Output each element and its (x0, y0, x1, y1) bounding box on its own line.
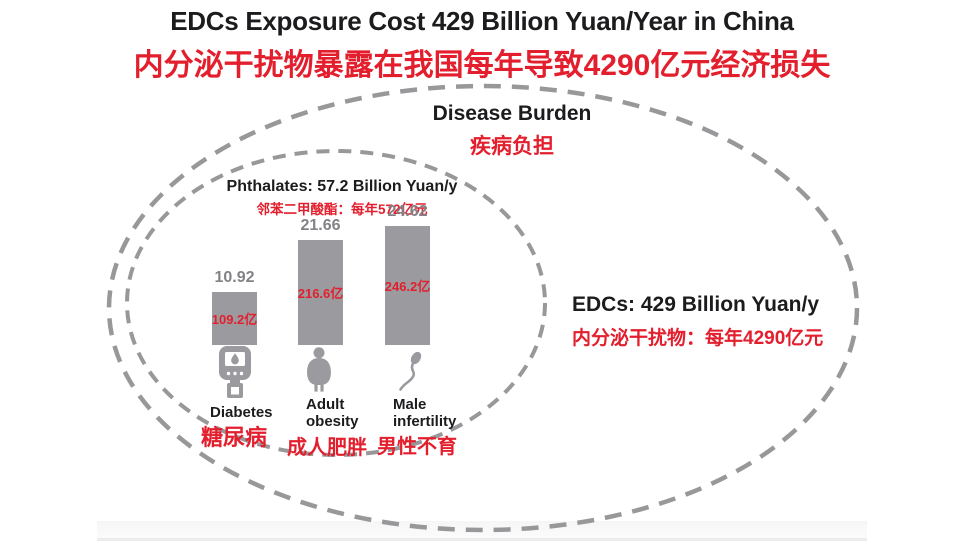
category-label-diabetes: Diabetes (210, 404, 273, 421)
edcs-outer-ellipse (106, 83, 860, 533)
bar-group-male-infertility: 24.62 246.2亿 (385, 203, 430, 345)
category-label-adult-obesity: Adult obesity (306, 396, 359, 430)
bar-inner-label: 216.6亿 (297, 286, 344, 301)
glucometer-icon (211, 346, 259, 398)
category-line: infertility (393, 413, 457, 430)
slide-title-en: EDCs Exposure Cost 429 Billion Yuan/Year… (170, 6, 794, 36)
sperm-icon (389, 350, 427, 392)
slide-title-zh: 内分泌干扰物暴露在我国每年导致4290亿元经济损失 (133, 49, 831, 82)
bar-group-adult-obesity: 21.66 216.6亿 (298, 217, 343, 345)
phthalates-heading: Phthalates: 57.2 Billion Yuan/y 邻苯二甲酸酯：每… (162, 178, 522, 218)
category-line: Male (393, 396, 427, 413)
bar-adult-obesity: 216.6亿 (298, 240, 343, 345)
phthalates-label-en: Phthalates: 57.2 Billion Yuan/y (226, 178, 458, 195)
category-line: Diabetes (210, 404, 273, 421)
category-label-zh-male-infertility: 男性不育 (377, 436, 457, 458)
edcs-heading: EDCs: 429 Billion Yuan/y 内分泌干扰物：每年4290亿元 (572, 293, 823, 350)
bar-value-label: 21.66 (300, 217, 341, 234)
disease-burden-label-zh: 疾病负担 (470, 135, 554, 158)
slide-bottom-strip-border (97, 538, 867, 541)
bar-male-infertility: 246.2亿 (385, 226, 430, 345)
category-label-male-infertility: Male infertility (393, 396, 456, 430)
obese-person-icon (298, 347, 340, 393)
category-line: Adult (306, 396, 345, 413)
phthalates-inner-ellipse (125, 149, 547, 457)
bar-group-diabetes: 10.92 109.2亿 (212, 269, 257, 345)
category-label-zh-adult-obesity: 成人肥胖 (287, 437, 367, 459)
bar-inner-label: 246.2亿 (384, 279, 431, 294)
phthalates-label-zh: 邻苯二甲酸酯：每年572亿元 (256, 202, 428, 217)
disease-burden-heading: Disease Burden 疾病负担 (332, 102, 692, 160)
edcs-label-en: EDCs: 429 Billion Yuan/y (572, 293, 820, 316)
edcs-label-zh: 内分泌干扰物：每年4290亿元 (572, 328, 824, 349)
bar-value-label: 10.92 (214, 269, 255, 286)
category-label-zh-diabetes: 糖尿病 (201, 425, 268, 450)
bar-value-label: 24.62 (387, 203, 428, 220)
bar-inner-label: 109.2亿 (211, 312, 258, 327)
disease-burden-label-en: Disease Burden (432, 102, 592, 125)
category-line: obesity (306, 413, 359, 430)
bar-diabetes: 109.2亿 (212, 292, 257, 345)
